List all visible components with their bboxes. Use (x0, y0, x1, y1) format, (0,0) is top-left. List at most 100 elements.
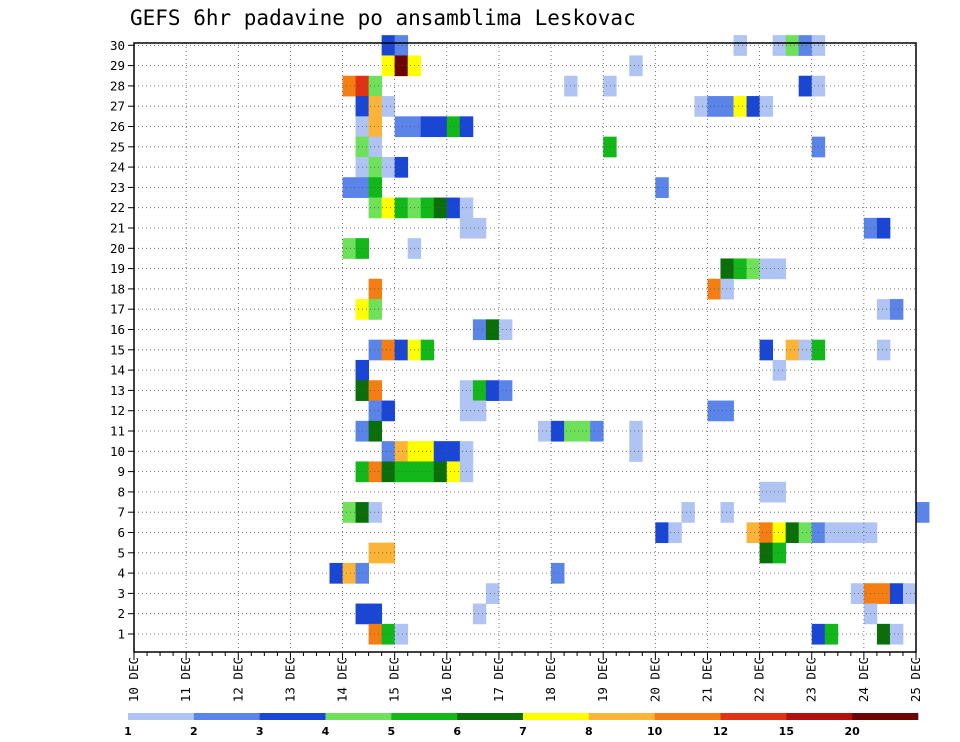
heatmap-cell (394, 339, 409, 361)
heatmap-cell (433, 461, 448, 483)
x-axis: 10 DEC 11 DEC 12 DEC 13 DEC 14 DEC 15 DEC 16 D… (126, 652, 923, 702)
heatmap-cell (368, 542, 383, 564)
heatmap-cell (629, 420, 643, 442)
heatmap-cell (889, 299, 904, 320)
color-legend: 1 2 3 4 5 6 7 8 10 12 15 20 (124, 713, 919, 738)
legend-swatch (457, 713, 524, 720)
legend-label: 1 (124, 725, 132, 738)
heatmap-cell (368, 197, 383, 219)
heatmap-cell (798, 75, 813, 97)
heatmap-cell (420, 339, 435, 361)
heatmap-cell (772, 35, 787, 56)
y-tick-label: 8 (117, 484, 125, 499)
heatmap-cell (368, 623, 383, 645)
heatmap-cell (472, 400, 487, 422)
y-tick-label: 23 (110, 180, 125, 195)
chart-grid (134, 43, 916, 652)
heatmap-cell (368, 400, 383, 422)
heatmap-cell (394, 197, 409, 219)
heatmap-cell (394, 156, 409, 178)
heatmap-cell (785, 522, 800, 544)
x-tick-label: 11 DEC (178, 657, 193, 702)
legend-label: 15 (779, 725, 794, 738)
heatmap-cell (381, 35, 396, 56)
heatmap-cell (368, 177, 383, 198)
heatmap-cell (694, 96, 708, 117)
y-tick-label: 25 (110, 139, 125, 154)
heatmap-cell (446, 461, 461, 483)
y-tick-label: 16 (110, 322, 125, 337)
heatmap-cells (329, 35, 930, 645)
heatmap-cell (472, 217, 487, 239)
y-tick-label: 15 (110, 342, 125, 357)
legend-label: 10 (647, 725, 663, 738)
heatmap-cell (720, 400, 734, 422)
heatmap-cell (368, 461, 383, 483)
chart-title: GEFS 6hr padavine po ansamblima Leskovac (130, 6, 636, 30)
heatmap-cell (590, 420, 604, 442)
legend-label: 20 (845, 725, 861, 738)
heatmap-cell (368, 380, 383, 401)
y-tick-label: 2 (117, 606, 125, 621)
legend-swatch (786, 713, 853, 720)
heatmap-cell (720, 96, 734, 117)
y-tick-label: 3 (117, 586, 125, 601)
x-tick-label: 15 DEC (387, 657, 402, 702)
x-tick-label: 13 DEC (282, 657, 297, 702)
legend-label: 3 (256, 725, 264, 738)
legend-swatch (325, 713, 392, 720)
y-tick-label: 28 (110, 78, 125, 93)
heatmap-cell (916, 502, 930, 523)
heatmap-cell (368, 136, 383, 158)
heatmap-cell (681, 502, 695, 523)
heatmap-cell (824, 522, 839, 544)
x-tick-label: 10 DEC (126, 657, 141, 702)
heatmap-cell (772, 522, 787, 544)
y-tick-label: 14 (110, 363, 125, 378)
y-tick-label: 22 (110, 200, 125, 215)
heatmap-cell (850, 583, 865, 604)
heatmap-cell (381, 400, 396, 422)
heatmap-cell (746, 96, 760, 117)
heatmap-cell (798, 339, 813, 361)
heatmap-cell (368, 603, 383, 625)
heatmap-cell (381, 441, 396, 462)
heatmap-cell (876, 299, 891, 320)
x-tick-label: 21 DEC (699, 657, 714, 702)
y-tick-label: 1 (117, 627, 125, 642)
heatmap-cell (368, 299, 383, 320)
heatmap-cell (837, 522, 852, 544)
legend-label: 8 (585, 725, 593, 738)
heatmap-cell (381, 623, 396, 645)
heatmap-cell (485, 380, 500, 401)
legend-swatch (523, 713, 590, 720)
heatmap-cell (368, 278, 383, 300)
heatmap-cell (785, 339, 800, 361)
heatmap-cell (368, 502, 383, 523)
heatmap-cell (798, 35, 813, 56)
heatmap-cell (603, 136, 617, 158)
y-tick-label: 11 (110, 424, 125, 439)
heatmap-cell (394, 116, 409, 138)
heatmap-cell (772, 481, 787, 503)
y-tick-label: 5 (117, 545, 125, 560)
heatmap-cell (498, 319, 513, 341)
legend-swatch (128, 713, 195, 720)
heatmap-cell (433, 441, 448, 462)
legend-swatch (852, 713, 919, 720)
heatmap-cell (472, 380, 487, 401)
heatmap-cell (342, 75, 356, 97)
x-tick-label: 23 DEC (804, 657, 819, 702)
heatmap-cell (381, 461, 396, 483)
y-tick-label: 29 (110, 58, 125, 73)
heatmap-cell (368, 339, 383, 361)
y-tick-label: 4 (117, 566, 125, 581)
heatmap-cell (381, 197, 396, 219)
heatmap-cell (342, 177, 356, 198)
heatmap-cell (394, 55, 409, 77)
y-tick-label: 24 (110, 160, 125, 175)
y-tick-label: 21 (110, 221, 125, 236)
heatmap-cell (629, 55, 643, 77)
heatmap-cell (381, 55, 396, 77)
y-axis: 1234567891011121314151617181920212223242… (110, 38, 134, 642)
